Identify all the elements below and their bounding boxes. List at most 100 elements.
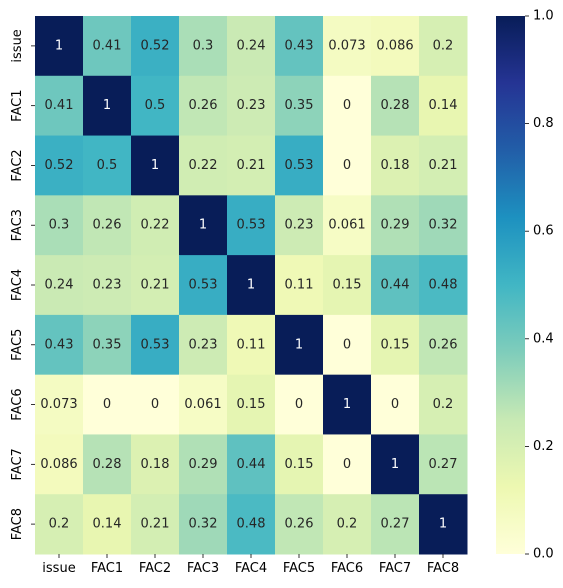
cell-value-label: 0 (295, 397, 303, 412)
x-tick-label: FAC2 (139, 561, 171, 576)
heatmap-cell (131, 374, 180, 435)
heatmap-cell (227, 135, 276, 196)
y-tick-label: FAC1 (10, 90, 25, 122)
heatmap-cell (35, 374, 84, 435)
heatmap-cell (179, 16, 228, 77)
heatmap-cell (419, 16, 468, 77)
heatmap-cell (227, 374, 276, 435)
cell-value-label: 0 (343, 457, 351, 472)
heatmap-cell (83, 434, 132, 495)
heatmap-cell (275, 16, 324, 77)
cell-value-label: 0.27 (381, 517, 410, 532)
cell-value-label: 0 (151, 397, 159, 412)
cell-value-label: 0.44 (381, 278, 410, 293)
heatmap-cell (227, 16, 276, 77)
cell-value-label: 0 (103, 397, 111, 412)
heatmap-cell (35, 195, 84, 256)
heatmap-cell (419, 314, 468, 376)
heatmap-cell (35, 135, 84, 196)
heatmap-cell (179, 374, 228, 435)
colorbar: 0.0 0.2 0.4 0.6 0.8 1.0 (496, 9, 554, 562)
heatmap-cell (83, 75, 132, 137)
heatmap-cell (275, 75, 324, 137)
heatmap-cell (419, 255, 468, 316)
cell-value-label: 0.11 (237, 337, 266, 352)
cell-value-label: 0.21 (141, 278, 170, 293)
heatmap-cell (35, 494, 84, 555)
cell-value-label: 0.23 (285, 218, 314, 233)
y-tick-label: FAC8 (10, 508, 25, 540)
cell-value-label: 0.2 (49, 517, 70, 532)
cell-value-label: 0.23 (189, 337, 218, 352)
cell-value-label: 0.5 (145, 98, 166, 113)
heatmap-cell (83, 16, 132, 77)
heatmap-cell (275, 195, 324, 256)
heatmap-cell (227, 195, 276, 256)
heatmap-cell (419, 195, 468, 256)
cell-value-label: 0.18 (381, 158, 410, 173)
cell-value-label: 0 (391, 397, 399, 412)
cell-value-label: 1 (439, 517, 447, 532)
heatmap-cell (35, 314, 84, 376)
heatmap-cell (227, 75, 276, 137)
cell-value-label: 0.24 (45, 278, 74, 293)
cell-value-label: 0.53 (189, 278, 218, 293)
heatmap-cell (275, 434, 324, 495)
cell-value-label: 1 (103, 98, 111, 113)
heatmap-cell (83, 374, 132, 435)
cell-value-label: 0.14 (93, 517, 122, 532)
heatmap-cell (179, 75, 228, 137)
cell-value-label: 0.11 (285, 278, 314, 293)
x-tick-label: FAC3 (187, 561, 219, 576)
heatmap-cell (227, 314, 276, 376)
heatmap-cell (275, 494, 324, 555)
heatmap-cell (35, 434, 84, 495)
colorbar-tick-label: 0.4 (533, 331, 554, 346)
heatmap-cell (419, 75, 468, 137)
heatmap-cell (275, 314, 324, 376)
heatmap-cell (83, 494, 132, 555)
cell-value-label: 0.23 (237, 98, 266, 113)
cell-value-label: 0.53 (237, 218, 266, 233)
cell-value-label: 1 (199, 218, 207, 233)
heatmap-cell (131, 314, 180, 376)
heatmap-cell (323, 434, 372, 495)
heatmap-cell (323, 255, 372, 316)
cell-value-label: 0.086 (40, 457, 77, 472)
heatmap-cell (371, 374, 420, 435)
cell-value-label: 0.23 (93, 278, 122, 293)
cell-value-label: 1 (343, 397, 351, 412)
cell-value-label: 0.15 (285, 457, 314, 472)
cell-value-label: 0.21 (429, 158, 458, 173)
cell-value-label: 0.43 (45, 337, 74, 352)
heatmap-cell (131, 434, 180, 495)
heatmap-cell (371, 135, 420, 196)
cell-annotations: 1 0.41 0.52 0.3 0.24 0.43 0.073 0.086 0.2 0.41 1 0.… (40, 38, 457, 531)
cell-value-label: 0.3 (193, 38, 214, 53)
heatmap-cell (131, 494, 180, 555)
heatmap-cell (371, 16, 420, 77)
cell-value-label: 1 (247, 278, 255, 293)
cell-value-label: 1 (295, 337, 303, 352)
heatmap-cell (179, 195, 228, 256)
x-tick-label: FAC8 (427, 561, 459, 576)
cell-value-label: 0.28 (381, 98, 410, 113)
cell-value-label: 0.14 (429, 98, 458, 113)
cell-value-label: 0.26 (189, 98, 218, 113)
heatmap-cell (35, 16, 84, 77)
heatmap-cell (179, 255, 228, 316)
heatmap-cells (35, 16, 468, 555)
cell-value-label: 0.3 (49, 218, 70, 233)
heatmap-cell (371, 255, 420, 316)
cell-value-label: 0.29 (381, 218, 410, 233)
x-tick-label: FAC7 (379, 561, 411, 576)
colorbar-tick-label: 0.6 (533, 224, 554, 239)
cell-value-label: 0.2 (337, 517, 358, 532)
heatmap-cell (179, 314, 228, 376)
heatmap-cell (323, 135, 372, 196)
y-tick-label: FAC2 (10, 149, 25, 181)
y-tick-label: FAC6 (10, 388, 25, 420)
cell-value-label: 0.48 (237, 517, 266, 532)
cell-value-label: 0.073 (328, 38, 365, 53)
